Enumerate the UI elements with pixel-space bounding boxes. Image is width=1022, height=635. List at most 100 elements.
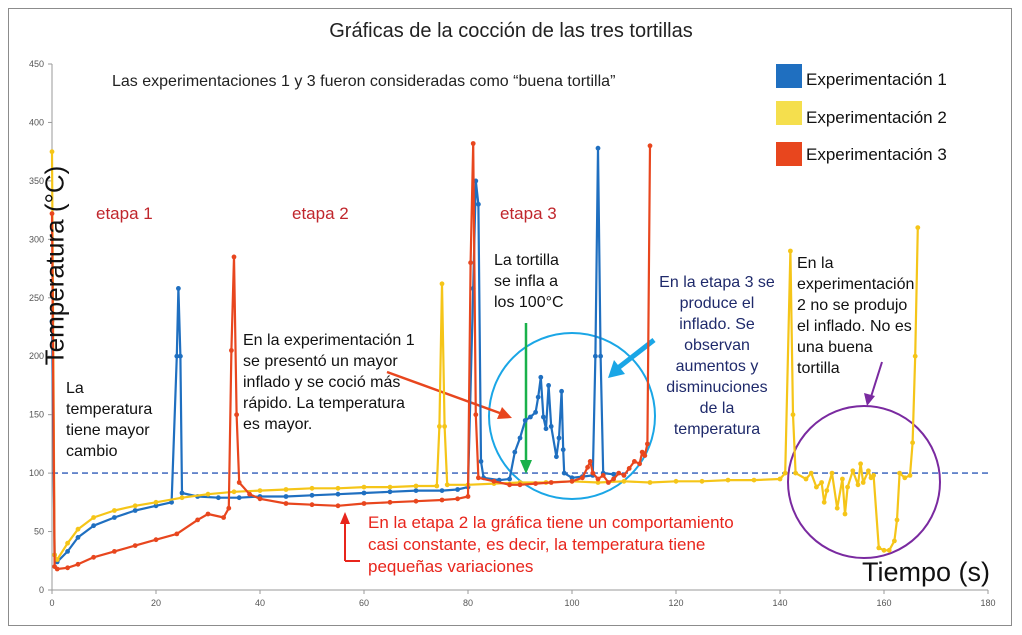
legend-swatch-exp3: [776, 142, 802, 166]
arrow-exp2: [869, 361, 883, 401]
data-point-exp2: [793, 470, 798, 476]
data-point-exp3: [413, 498, 419, 504]
annotation-exp1-note: En la experimentación 1 se presentó un m…: [243, 332, 415, 433]
data-point-exp2: [437, 424, 442, 429]
data-point-exp2: [915, 225, 921, 231]
data-point-exp3: [309, 502, 315, 508]
data-point-exp3: [621, 473, 627, 478]
data-point-exp3: [626, 466, 632, 471]
arrowhead-exp2: [864, 393, 875, 406]
data-point-exp2: [858, 461, 863, 467]
x-tick-label: 120: [668, 598, 683, 608]
data-point-exp1: [611, 471, 616, 477]
data-point-exp2: [231, 489, 237, 495]
data-point-exp2: [439, 281, 445, 287]
data-point-exp2: [886, 547, 892, 553]
data-point-exp3: [595, 476, 601, 482]
data-point-exp2: [283, 487, 289, 492]
data-point-exp1: [535, 394, 541, 400]
data-point-exp1: [153, 503, 159, 509]
x-tick-label: 60: [359, 598, 369, 608]
data-point-exp3: [226, 505, 232, 511]
arrowhead-etapa2: [340, 512, 350, 524]
data-point-exp1: [512, 449, 518, 455]
data-point-exp1: [112, 515, 117, 520]
data-point-exp2: [205, 491, 211, 497]
data-point-exp3: [569, 478, 575, 484]
data-point-exp1: [533, 409, 538, 415]
data-point-exp1: [546, 383, 551, 388]
data-point-exp2: [897, 470, 902, 476]
data-point-exp1: [361, 490, 367, 496]
data-point-exp2: [860, 480, 866, 485]
y-axis-label: Temperatura (°C): [39, 165, 70, 366]
data-point-exp1: [561, 470, 567, 476]
data-point-exp2: [876, 545, 882, 551]
data-point-exp3: [616, 470, 622, 476]
data-point-exp1: [91, 523, 96, 529]
data-point-exp2: [179, 495, 185, 501]
data-point-exp2: [387, 484, 393, 490]
annotation-etapa-3: etapa 3: [500, 204, 557, 223]
data-point-exp2: [894, 517, 900, 523]
data-point-exp3: [645, 441, 650, 447]
annotation-tortilla-infla: La tortilla se infla a los 100°C: [494, 252, 564, 311]
data-point-exp1: [560, 447, 566, 453]
data-point-exp2: [49, 149, 55, 155]
data-point-exp3: [65, 565, 70, 571]
data-point-exp3: [580, 475, 585, 481]
annotation-exp2-note: En la experimentación 2 no se produjo el…: [797, 255, 915, 377]
data-point-exp2: [132, 503, 138, 509]
legend-label-exp2: Experimentación 2: [806, 108, 947, 127]
data-point-exp3: [465, 494, 471, 499]
data-point-exp2: [112, 508, 117, 513]
data-point-exp2: [907, 473, 913, 478]
y-tick-label: 450: [29, 59, 44, 69]
y-tick-label: 50: [34, 527, 44, 537]
data-point-exp3: [473, 412, 479, 418]
data-point-exp3: [195, 517, 201, 523]
data-point-exp1: [559, 388, 564, 394]
data-point-exp3: [54, 566, 60, 572]
data-point-exp1: [507, 476, 512, 482]
data-point-exp1: [413, 488, 419, 493]
data-point-exp1: [387, 489, 393, 495]
data-point-exp2: [673, 478, 679, 484]
data-point-exp1: [169, 499, 175, 505]
x-tick-label: 20: [151, 598, 161, 608]
data-point-exp1: [132, 508, 138, 513]
chart-title: Gráficas de la cocción de las tres torti…: [329, 20, 693, 42]
data-point-exp3: [283, 501, 289, 506]
data-point-exp2: [871, 473, 876, 478]
data-point-exp2: [777, 476, 783, 482]
annotation-etapa3-note: En la etapa 3 se produce el inflado. Se …: [659, 274, 775, 438]
data-point-exp2: [842, 511, 848, 517]
data-point-exp2: [257, 488, 263, 493]
arrowhead-exp1: [497, 407, 512, 419]
data-point-exp3: [387, 499, 393, 505]
data-point-exp1: [598, 353, 603, 359]
y-tick-label: 350: [29, 176, 44, 186]
data-point-exp3: [112, 549, 117, 554]
data-point-exp3: [600, 473, 606, 478]
y-tick-label: 100: [29, 468, 44, 478]
data-point-exp3: [639, 449, 645, 455]
data-point-exp1: [455, 487, 460, 492]
data-point-exp1: [593, 353, 598, 359]
data-point-exp3: [587, 459, 593, 464]
data-point-exp3: [49, 211, 55, 217]
x-tick-label: 80: [463, 598, 473, 608]
data-point-exp1: [75, 535, 81, 540]
y-tick-label: 400: [29, 117, 44, 127]
legend-label-exp1: Experimentación 1: [806, 70, 947, 89]
data-point-exp3: [257, 496, 263, 502]
data-point-exp2: [840, 476, 845, 482]
data-point-exp3: [439, 497, 445, 503]
data-point-exp3: [491, 478, 497, 484]
data-point-exp3: [470, 141, 476, 146]
data-point-exp2: [65, 540, 70, 546]
y-tick-label: 250: [29, 293, 44, 303]
data-point-exp1: [554, 454, 559, 460]
arrowhead-etapa3: [608, 360, 625, 378]
